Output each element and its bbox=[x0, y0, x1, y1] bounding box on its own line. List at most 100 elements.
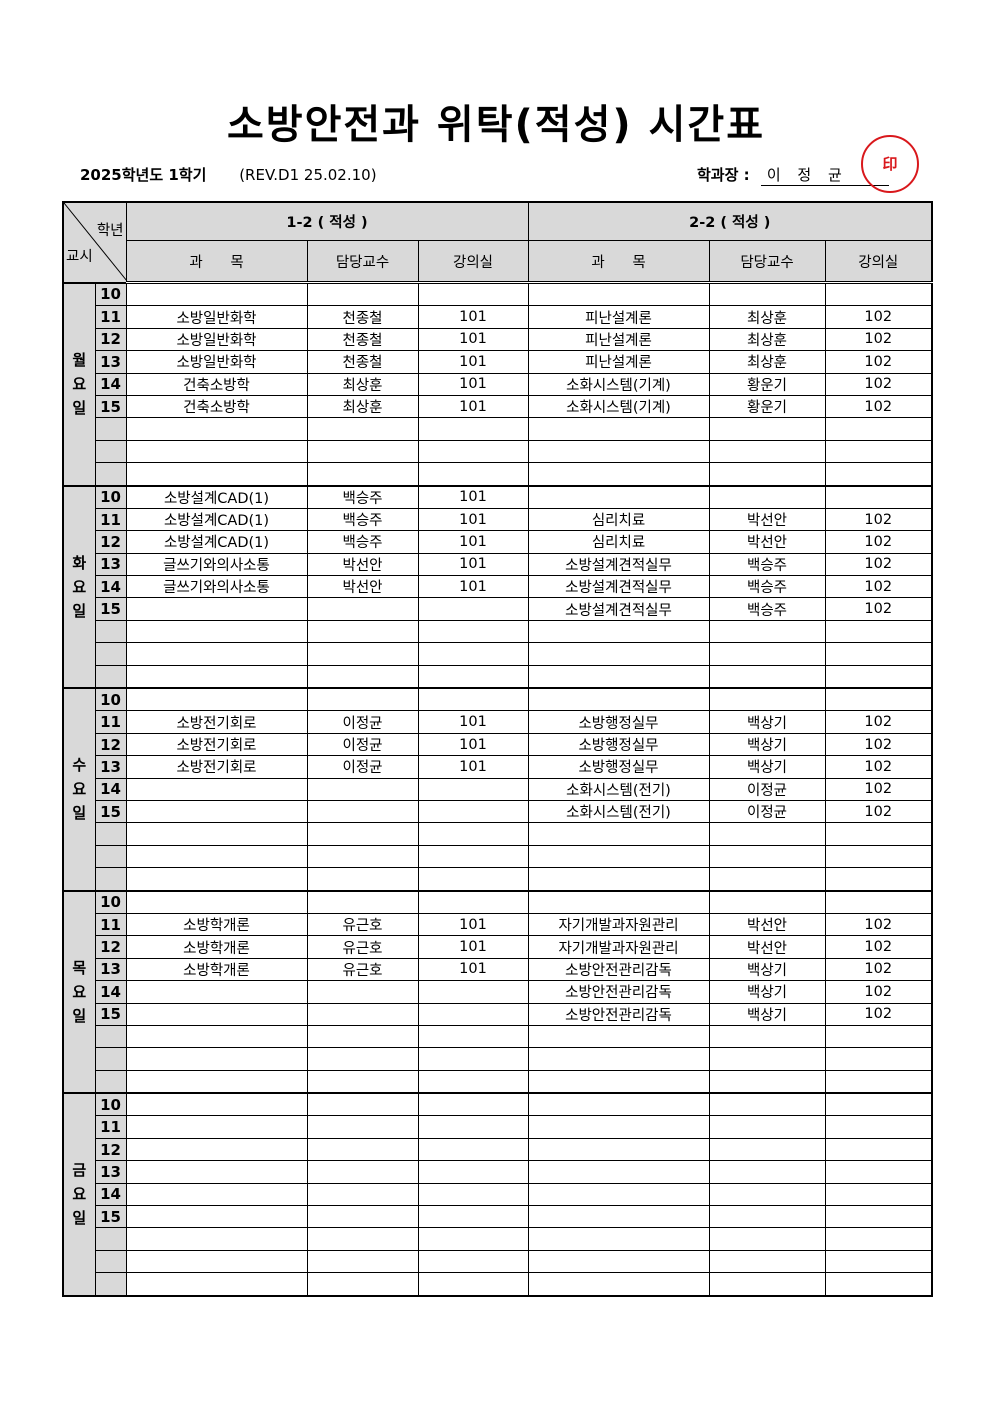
subject-2-2-cell: 자기개발과자원관리 bbox=[527, 935, 710, 959]
subject-2-2-cell: 소방설계견적실무 bbox=[527, 597, 710, 621]
table-row bbox=[63, 417, 933, 441]
table-row bbox=[63, 1047, 933, 1071]
period-cell bbox=[94, 822, 127, 846]
subject-1-2-cell bbox=[125, 439, 308, 464]
corner-period: 교시 bbox=[66, 249, 93, 265]
professor-1-2-cell: 백승주 bbox=[306, 484, 419, 509]
table-row: 목요일 10 bbox=[62, 889, 933, 1094]
page-title: 소방안전과 위탁(적성) 시간표 bbox=[226, 102, 765, 148]
professor-2-2-cell bbox=[708, 1069, 826, 1094]
subject-1-2-cell bbox=[125, 1137, 308, 1162]
subject-1-2-cell: 소방일반화학 bbox=[125, 305, 308, 329]
col-room: 강의실 bbox=[417, 240, 529, 284]
professor-2-2-cell bbox=[708, 484, 826, 509]
professor-2-2-cell bbox=[708, 439, 826, 464]
professor-2-2-cell: 박선안 bbox=[708, 530, 826, 554]
room-2-2-cell bbox=[824, 844, 933, 869]
table-row: 11 bbox=[63, 1115, 933, 1139]
professor-1-2-cell: 천종철 bbox=[306, 350, 419, 374]
professor-1-2-cell bbox=[306, 1160, 419, 1184]
room-1-2-cell bbox=[417, 642, 529, 666]
day-label: 화요일 bbox=[62, 484, 96, 689]
room-2-2-cell bbox=[824, 1272, 933, 1297]
head-label: 학과장 : bbox=[697, 166, 750, 184]
professor-1-2-cell bbox=[306, 1092, 419, 1117]
table-row: 13 bbox=[63, 1160, 933, 1184]
room-1-2-cell: 101 bbox=[417, 732, 529, 757]
room-2-2-cell bbox=[824, 642, 933, 666]
period-cell bbox=[94, 1249, 127, 1274]
professor-2-2-cell: 백상기 bbox=[708, 980, 826, 1004]
corner-header: 학년 교시 bbox=[62, 201, 127, 283]
day-label: 목요일 bbox=[62, 889, 96, 1094]
professor-2-2-cell: 백상기 bbox=[708, 755, 826, 779]
period-cell: 15 bbox=[94, 597, 127, 621]
professor-2-2-cell: 백상기 bbox=[708, 732, 826, 757]
professor-1-2-cell: 이정균 bbox=[306, 732, 419, 757]
professor-1-2-cell bbox=[306, 687, 419, 712]
subject-2-2-cell: 심리치료 bbox=[527, 507, 710, 532]
room-1-2-cell bbox=[417, 1069, 529, 1094]
room-2-2-cell: 102 bbox=[824, 1002, 933, 1026]
professor-2-2-cell: 백상기 bbox=[708, 710, 826, 734]
room-1-2-cell bbox=[417, 822, 529, 846]
table-row: 14 bbox=[63, 1182, 933, 1207]
room-1-2-cell: 101 bbox=[417, 755, 529, 779]
table-row bbox=[63, 867, 933, 892]
table-row: 14 건축소방학 최상훈 101 소화시스템(기계) 황운기 102 bbox=[63, 372, 933, 396]
room-2-2-cell bbox=[824, 1249, 933, 1274]
period-cell bbox=[94, 867, 127, 892]
period-cell: 12 bbox=[94, 732, 127, 757]
room-1-2-cell: 101 bbox=[417, 372, 529, 396]
professor-2-2-cell: 이정균 bbox=[708, 799, 826, 824]
room-2-2-cell: 102 bbox=[824, 507, 933, 532]
table-row bbox=[63, 1249, 933, 1274]
timetable-body: 월요일 10 11 소방일반화학 천종철 101 피난설계론 최상훈 102 12 소방일반화학 천종… bbox=[62, 281, 933, 1297]
subject-2-2-cell: 소방설계견적실무 bbox=[527, 575, 710, 599]
professor-1-2-cell bbox=[306, 1024, 419, 1049]
room-2-2-cell bbox=[824, 439, 933, 464]
subject-2-2-cell bbox=[527, 1205, 710, 1229]
table-row bbox=[63, 822, 933, 846]
room-2-2-cell bbox=[824, 1137, 933, 1162]
table-row: 15 소화시스템(전기) 이정균 102 bbox=[63, 799, 933, 824]
table-row bbox=[63, 439, 933, 464]
subject-1-2-cell: 소방일반화학 bbox=[125, 327, 308, 352]
corner-grade: 학년 bbox=[96, 223, 124, 239]
room-1-2-cell bbox=[417, 1137, 529, 1162]
room-2-2-cell: 102 bbox=[824, 597, 933, 621]
subject-1-2-cell: 소방전기회로 bbox=[125, 732, 308, 757]
table-row bbox=[63, 619, 933, 644]
period-cell: 14 bbox=[94, 575, 127, 599]
professor-1-2-cell bbox=[306, 822, 419, 846]
room-1-2-cell: 101 bbox=[417, 552, 529, 577]
room-2-2-cell: 102 bbox=[824, 912, 933, 937]
table-row: 15 bbox=[63, 1205, 933, 1229]
professor-1-2-cell: 최상훈 bbox=[306, 394, 419, 419]
professor-1-2-cell: 유근호 bbox=[306, 912, 419, 937]
table-row: 13 소방전기회로 이정균 101 소방행정실무 백상기 102 bbox=[63, 755, 933, 779]
professor-1-2-cell bbox=[306, 1069, 419, 1094]
room-1-2-cell bbox=[417, 889, 529, 914]
period-cell bbox=[94, 462, 127, 487]
subject-2-2-cell bbox=[527, 1069, 710, 1094]
table-row: 11 소방설계CAD(1) 백승주 101 심리치료 박선안 102 bbox=[63, 507, 933, 532]
room-2-2-cell bbox=[824, 619, 933, 644]
room-1-2-cell bbox=[417, 1227, 529, 1251]
table-row: 12 소방전기회로 이정균 101 소방행정실무 백상기 102 bbox=[63, 732, 933, 757]
period-cell bbox=[94, 619, 127, 644]
professor-1-2-cell bbox=[306, 664, 419, 689]
professor-1-2-cell bbox=[306, 1205, 419, 1229]
period-cell: 14 bbox=[94, 980, 127, 1004]
col-subject: 과 목 bbox=[527, 240, 710, 284]
professor-1-2-cell bbox=[306, 1272, 419, 1297]
period-cell: 12 bbox=[94, 530, 127, 554]
subject-1-2-cell bbox=[125, 822, 308, 846]
room-1-2-cell bbox=[417, 664, 529, 689]
seal-stamp-icon: 印 bbox=[861, 135, 919, 193]
period-cell: 13 bbox=[94, 755, 127, 779]
room-1-2-cell: 101 bbox=[417, 530, 529, 554]
subject-2-2-cell bbox=[527, 484, 710, 509]
professor-2-2-cell bbox=[708, 889, 826, 914]
